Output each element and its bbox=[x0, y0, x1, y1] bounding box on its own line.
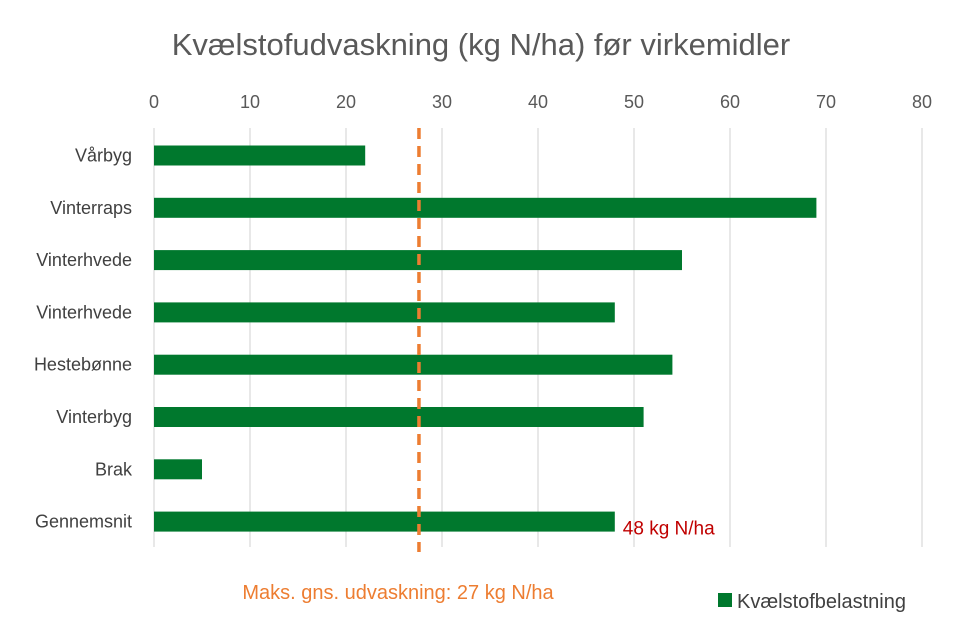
x-tick-label: 20 bbox=[336, 92, 356, 112]
category-label: Brak bbox=[95, 459, 133, 479]
x-tick-label: 50 bbox=[624, 92, 644, 112]
category-label: Vinterraps bbox=[50, 198, 132, 218]
category-label: Vinterhvede bbox=[36, 250, 132, 270]
bar bbox=[154, 511, 615, 532]
x-tick-label: 70 bbox=[816, 92, 836, 112]
reference-line-label: Maks. gns. udvaskning: 27 kg N/ha bbox=[242, 582, 554, 604]
gridlines bbox=[153, 128, 923, 547]
x-tick-labels: 0 10 20 30 40 50 60 70 80 bbox=[149, 92, 932, 112]
legend-label: Kvælstofbelastning bbox=[737, 591, 906, 613]
x-tick-label: 0 bbox=[149, 92, 159, 112]
bar bbox=[154, 354, 673, 375]
category-labels: Vårbyg Vinterraps Vinterhvede Vinterhvede He… bbox=[34, 146, 133, 532]
bar bbox=[154, 302, 615, 323]
x-tick-label: 60 bbox=[720, 92, 740, 112]
category-label: Vinterhvede bbox=[36, 302, 132, 322]
x-tick-label: 30 bbox=[432, 92, 452, 112]
category-label: Vinterbyg bbox=[56, 407, 132, 427]
category-label: Hestebønne bbox=[34, 355, 132, 375]
category-label: Gennemsnit bbox=[35, 512, 132, 532]
chart-title: Kvælstofudvaskning (kg N/ha) før virkemi… bbox=[172, 27, 790, 62]
x-tick-label: 80 bbox=[912, 92, 932, 112]
bar bbox=[154, 407, 644, 427]
bar bbox=[154, 459, 202, 480]
x-tick-label: 10 bbox=[240, 92, 260, 112]
legend-swatch bbox=[718, 593, 732, 607]
category-label: Vårbyg bbox=[75, 146, 132, 166]
x-tick-label: 40 bbox=[528, 92, 548, 112]
bar bbox=[154, 197, 817, 218]
bars bbox=[154, 145, 817, 532]
bar bbox=[154, 145, 366, 166]
data-annotation: 48 kg N/ha bbox=[623, 519, 715, 540]
